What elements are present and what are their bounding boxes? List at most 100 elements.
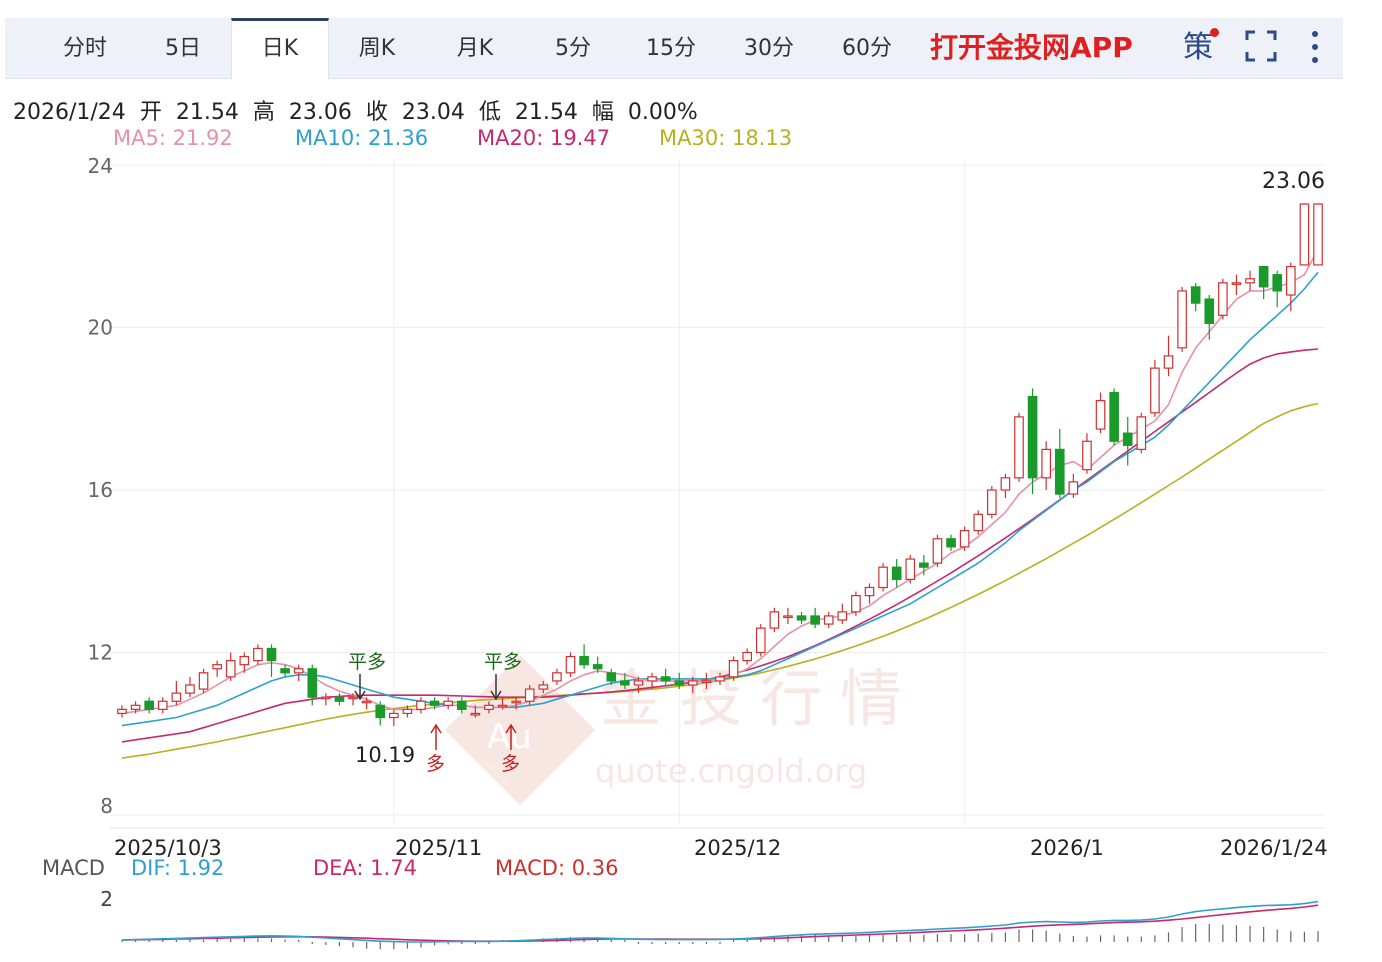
- candle-body: [416, 700, 426, 710]
- candle-body: [1258, 265, 1269, 288]
- x-tick-label: 2026/1: [1030, 836, 1104, 860]
- chart-grid: [110, 160, 1325, 829]
- candle-body: [728, 660, 739, 678]
- candle-body: [198, 672, 209, 690]
- candle-body: [823, 615, 834, 625]
- candle-body: [878, 566, 888, 589]
- y-tick-label: 20: [88, 316, 113, 340]
- info-low: 21.54: [514, 100, 578, 125]
- watermark-logo-shape: [445, 655, 595, 805]
- strategy-button[interactable]: 策: [1183, 18, 1219, 78]
- open-app-link[interactable]: 打开金投网APP: [930, 31, 1133, 64]
- tab-15min[interactable]: 15分: [646, 36, 696, 61]
- candle-body: [212, 664, 222, 670]
- info-close: 23.04: [401, 100, 465, 125]
- candle-body: [348, 696, 358, 700]
- candle-body: [253, 647, 263, 662]
- long-signal-label: 多: [426, 753, 445, 775]
- candle-body: [239, 655, 250, 666]
- tab-monthly-k[interactable]: 月K: [456, 36, 494, 61]
- candle-body: [796, 615, 807, 621]
- ma10-line: [121, 271, 1319, 727]
- candle-body: [1231, 282, 1242, 285]
- candle-body: [959, 530, 970, 548]
- price-chart[interactable]: Au 金投行情 quote.cngold.org 24 20 16 12 8 2025/…: [0, 150, 1382, 962]
- candle-body: [429, 700, 440, 706]
- candle-body: [1299, 203, 1310, 266]
- max-price-label: 23.06: [1262, 169, 1325, 194]
- info-close-label: 收: [365, 100, 388, 125]
- x-tick-label: 2025/10/3: [114, 836, 222, 860]
- candle-body: [1163, 355, 1174, 369]
- y-tick-label: 16: [88, 478, 113, 502]
- candle-body: [456, 700, 467, 710]
- macd-panel: 2: [100, 887, 1319, 950]
- x-axis-labels: 2025/10/3 2025/11 2025/12 2026/1 2026/1/24: [114, 836, 1328, 860]
- candle-body: [837, 611, 848, 621]
- info-date: 2026/1/24: [13, 100, 126, 125]
- x-tick-label: 2026/1/24: [1220, 836, 1328, 860]
- dea-legend: DEA: 1.74: [313, 856, 417, 880]
- candle-body: [987, 489, 997, 515]
- y-tick-label: 12: [88, 641, 113, 665]
- candle-body: [497, 704, 508, 708]
- candle-body: [1041, 448, 1051, 479]
- ma5-line: [121, 249, 1319, 715]
- tab-30min[interactable]: 30分: [744, 36, 794, 61]
- candle-body: [1204, 298, 1215, 325]
- ma20-legend: MA20: 19.47: [477, 126, 611, 150]
- candle-body: [130, 704, 141, 710]
- close-long-signal-label: 平多: [348, 651, 386, 673]
- tab-weekly-k[interactable]: 周K: [358, 36, 396, 61]
- watermark-logo-text: Au: [487, 717, 532, 757]
- fullscreen-icon[interactable]: [1245, 30, 1277, 62]
- candle-body: [633, 680, 644, 686]
- notification-dot: [1210, 28, 1219, 37]
- candle-body: [606, 672, 617, 682]
- tab-5day[interactable]: 5日: [165, 36, 201, 61]
- candle-body: [1136, 416, 1147, 450]
- candle-body: [592, 664, 603, 670]
- tab-minute[interactable]: 分时: [62, 36, 107, 61]
- candle-body: [1190, 286, 1201, 304]
- ma10-legend: MA10: 21.36: [295, 126, 429, 150]
- candle-body: [810, 615, 820, 625]
- candle-body: [973, 513, 984, 532]
- candle-body: [443, 700, 453, 706]
- candle-body: [402, 708, 413, 715]
- y-tick-label: 24: [88, 154, 113, 178]
- candle-body: [225, 660, 236, 678]
- macd-label: MACD: [42, 856, 105, 880]
- candle-body: [361, 700, 372, 704]
- watermark-url: quote.cngold.org: [595, 752, 867, 790]
- candle-body: [171, 692, 182, 702]
- candle-body: [321, 696, 331, 700]
- more-options-icon[interactable]: [1305, 28, 1325, 68]
- candle-body: [1054, 448, 1065, 495]
- candle-body: [701, 680, 712, 684]
- candle-body: [1000, 477, 1011, 491]
- candle-body: [1313, 203, 1323, 266]
- candle-body: [905, 558, 916, 580]
- candle-body: [715, 676, 725, 682]
- dif-legend: DIF: 1.92: [131, 856, 225, 880]
- candle-body: [470, 712, 481, 716]
- tab-60min[interactable]: 60分: [842, 36, 892, 61]
- candle-body: [1218, 282, 1228, 316]
- candle-body: [1095, 400, 1106, 430]
- candle-body: [1272, 274, 1283, 292]
- candle-body: [334, 696, 345, 702]
- candle-body: [891, 566, 902, 580]
- candle-body: [389, 712, 399, 719]
- period-tab-bar: 分时 5日 日K 周K 月K 5分 15分 30分 60分 打开金投网APP 策: [5, 18, 1343, 79]
- candle-body: [783, 615, 793, 619]
- close-long-signal-label: 平多: [484, 651, 522, 673]
- candle-body: [688, 680, 698, 686]
- tab-daily-k[interactable]: 日K: [231, 18, 329, 79]
- tab-5min[interactable]: 5分: [555, 36, 591, 61]
- info-open-label: 开: [139, 100, 162, 125]
- candle-body: [660, 676, 671, 682]
- macd-value-legend: MACD: 0.36: [495, 856, 619, 880]
- candle-body: [524, 688, 535, 702]
- info-change: 0.00%: [627, 100, 698, 125]
